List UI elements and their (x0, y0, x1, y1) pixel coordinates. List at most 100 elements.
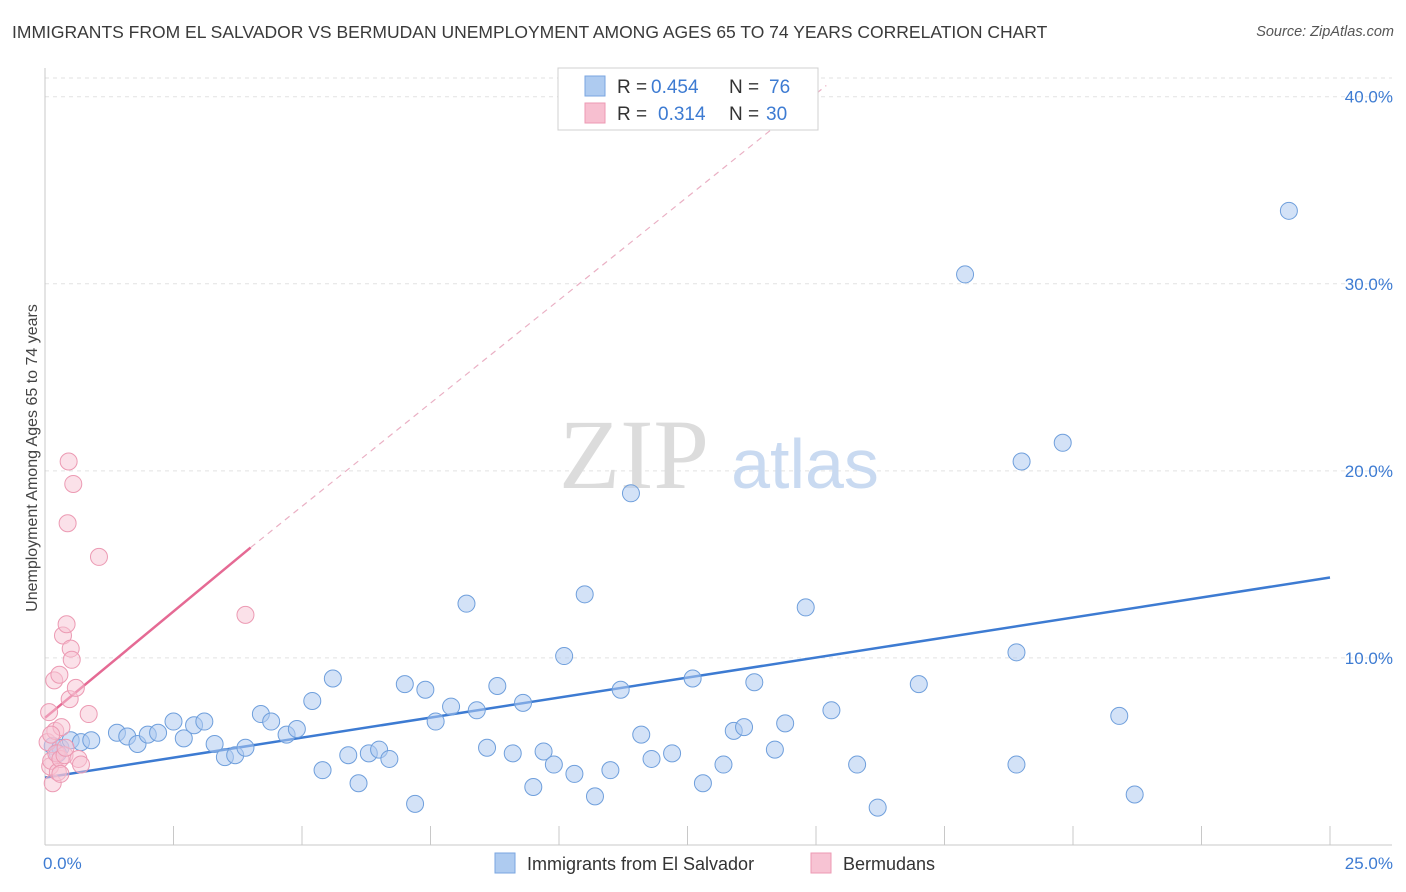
point-el-salvador (1007, 643, 1026, 662)
point-el-salvador (544, 755, 563, 774)
data-points (38, 201, 1298, 817)
point-el-salvador (313, 761, 332, 780)
x-tick-label-max: 25.0% (1345, 854, 1393, 873)
point-el-salvador (205, 734, 224, 753)
point-el-salvador (323, 669, 342, 688)
legend-n-label-2: N = (729, 104, 759, 125)
series-legend-swatch-pink (810, 852, 832, 874)
point-el-salvador (796, 598, 815, 617)
point-bermudans (79, 705, 98, 724)
point-bermudans (51, 764, 70, 783)
point-bermudans (62, 650, 81, 669)
point-el-salvador (149, 723, 168, 742)
chart-title: IMMIGRANTS FROM EL SALVADOR VS BERMUDAN … (12, 22, 1048, 42)
point-el-salvador (380, 749, 399, 768)
legend-swatch-blue (584, 75, 606, 97)
y-tick-label: 20.0% (1345, 462, 1393, 481)
series-legend: Immigrants from El Salvador Bermudans (494, 852, 935, 874)
legend-n-label-1: N = (729, 77, 759, 98)
point-el-salvador (663, 744, 682, 763)
point-el-salvador (442, 697, 461, 716)
series-legend-swatch-blue (494, 852, 516, 874)
correlation-legend: R = 0.454 N = 76 R = 0.314 N = 30 (557, 67, 819, 131)
point-el-salvador (488, 676, 507, 695)
point-bermudans (40, 703, 59, 722)
point-el-salvador (1125, 785, 1144, 804)
point-el-salvador (349, 774, 368, 793)
point-el-salvador (467, 701, 486, 720)
point-el-salvador (683, 669, 702, 688)
point-el-salvador (1007, 755, 1026, 774)
point-el-salvador (478, 738, 497, 757)
y-tick-label: 10.0% (1345, 649, 1393, 668)
point-el-salvador (534, 742, 553, 761)
point-el-salvador (621, 484, 640, 503)
point-bermudans (71, 755, 90, 774)
point-el-salvador (565, 764, 584, 783)
point-el-salvador (457, 594, 476, 613)
point-bermudans (59, 452, 78, 471)
point-bermudans (64, 474, 83, 493)
point-bermudans (50, 665, 69, 684)
point-el-salvador (303, 691, 322, 710)
point-el-salvador (174, 729, 193, 748)
point-el-salvador (765, 740, 784, 759)
axes (44, 68, 1392, 846)
point-el-salvador (956, 265, 975, 284)
legend-n-value-2: 30 (766, 104, 787, 125)
point-el-salvador (339, 746, 358, 765)
point-el-salvador (395, 675, 414, 694)
y-tick-label: 30.0% (1345, 275, 1393, 294)
point-bermudans (56, 738, 75, 757)
point-el-salvador (426, 712, 445, 731)
point-el-salvador (822, 701, 841, 720)
point-bermudans (89, 547, 108, 566)
y-tick-label: 40.0% (1345, 88, 1393, 107)
point-el-salvador (714, 755, 733, 774)
watermark: ZIP atlas (559, 399, 879, 510)
point-el-salvador (524, 778, 543, 797)
x-tick-label-min: 0.0% (43, 854, 82, 873)
point-el-salvador (514, 693, 533, 712)
point-el-salvador (236, 738, 255, 757)
point-el-salvador (632, 725, 651, 744)
point-el-salvador (848, 755, 867, 774)
point-bermudans (66, 678, 85, 697)
point-bermudans (58, 514, 77, 533)
point-el-salvador (262, 712, 281, 731)
y-axis-label: Unemployment Among Ages 65 to 74 years (24, 304, 41, 612)
point-el-salvador (693, 774, 712, 793)
point-el-salvador (1279, 201, 1298, 220)
point-el-salvador (611, 680, 630, 699)
legend-r-label-1: R = (617, 77, 647, 98)
point-el-salvador (575, 585, 594, 604)
point-el-salvador (735, 718, 754, 737)
point-el-salvador (601, 761, 620, 780)
point-el-salvador (287, 720, 306, 739)
point-el-salvador (745, 673, 764, 692)
point-el-salvador (909, 675, 928, 694)
point-el-salvador (868, 798, 887, 817)
point-el-salvador (1012, 452, 1031, 471)
point-el-salvador (1110, 706, 1129, 725)
legend-r-value-2: 0.314 (658, 104, 706, 125)
legend-r-value-1: 0.454 (651, 77, 699, 98)
series-legend-label-1: Immigrants from El Salvador (527, 854, 754, 874)
point-el-salvador (585, 787, 604, 806)
source-note: Source: ZipAtlas.com (1256, 24, 1394, 40)
point-el-salvador (406, 794, 425, 813)
point-el-salvador (642, 749, 661, 768)
point-el-salvador (164, 712, 183, 731)
point-el-salvador (195, 712, 214, 731)
legend-r-label-2: R = (617, 104, 647, 125)
legend-swatch-pink (584, 102, 606, 124)
point-bermudans (42, 725, 61, 744)
series-legend-label-2: Bermudans (843, 854, 935, 874)
point-el-salvador (82, 731, 101, 750)
tick-labels: 10.0% 20.0% 30.0% 40.0% 0.0% 25.0% (43, 88, 1393, 873)
point-bermudans (236, 605, 255, 624)
grid-lines (45, 77, 1392, 659)
legend-n-value-1: 76 (769, 77, 790, 98)
point-el-salvador (416, 680, 435, 699)
